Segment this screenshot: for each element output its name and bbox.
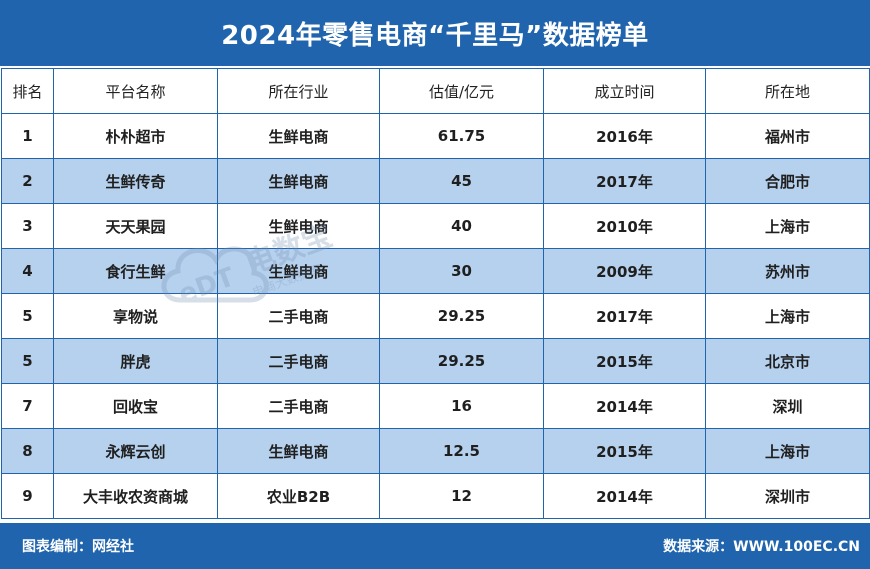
- cell-rank: 1: [1, 113, 54, 159]
- cell-rank: 9: [1, 473, 54, 519]
- footer-source: 数据来源：WWW.100EC.CN: [663, 539, 860, 555]
- footer-compiler: 图表编制：网经社: [22, 539, 134, 555]
- table-row: 7 回收宝 二手电商 16 2014年 深圳: [1, 383, 870, 429]
- cell-platform: 生鲜传奇: [53, 158, 218, 204]
- cell-location: 北京市: [705, 338, 870, 384]
- table-row: 2 生鲜传奇 生鲜电商 45 2017年 合肥市: [1, 158, 870, 204]
- column-header-location: 所在地: [705, 68, 870, 114]
- cell-valuation: 29.25: [379, 293, 544, 339]
- column-header-founded: 成立时间: [543, 68, 706, 114]
- table-row: 5 享物说 二手电商 29.25 2017年 上海市: [1, 293, 870, 339]
- cell-valuation: 29.25: [379, 338, 544, 384]
- header-bar: 2024年零售电商“千里马”数据榜单: [0, 0, 870, 66]
- cell-industry: 生鲜电商: [217, 113, 380, 159]
- cell-platform: 享物说: [53, 293, 218, 339]
- cell-rank: 5: [1, 338, 54, 384]
- page-title: 2024年零售电商“千里马”数据榜单: [221, 20, 649, 51]
- cell-founded: 2014年: [543, 383, 706, 429]
- table-row: 9 大丰收农资商城 农业B2B 12 2014年 深圳市: [1, 473, 870, 519]
- cell-industry: 生鲜电商: [217, 203, 380, 249]
- cell-industry: 二手电商: [217, 293, 380, 339]
- ranking-table: 排名 平台名称 所在行业 估值/亿元 成立时间 所在地 1 朴朴超市 生鲜电商 61.…: [1, 68, 870, 519]
- column-header-valuation: 估值/亿元: [379, 68, 544, 114]
- cell-location: 上海市: [705, 428, 870, 474]
- cell-valuation: 61.75: [379, 113, 544, 159]
- cell-founded: 2014年: [543, 473, 706, 519]
- cell-rank: 4: [1, 248, 54, 294]
- cell-platform: 胖虎: [53, 338, 218, 384]
- cell-location: 苏州市: [705, 248, 870, 294]
- cell-rank: 2: [1, 158, 54, 204]
- cell-industry: 生鲜电商: [217, 248, 380, 294]
- column-header-platform: 平台名称: [53, 68, 218, 114]
- cell-founded: 2009年: [543, 248, 706, 294]
- column-header-rank: 排名: [1, 68, 54, 114]
- table-row: 3 天天果园 生鲜电商 40 2010年 上海市: [1, 203, 870, 249]
- cell-industry: 生鲜电商: [217, 158, 380, 204]
- cell-rank: 3: [1, 203, 54, 249]
- table-row: 4 食行生鲜 生鲜电商 30 2009年 苏州市: [1, 248, 870, 294]
- table-header-row: 排名 平台名称 所在行业 估值/亿元 成立时间 所在地: [1, 68, 870, 114]
- cell-rank: 8: [1, 428, 54, 474]
- footer-bar: 图表编制：网经社 数据来源：WWW.100EC.CN: [0, 523, 870, 569]
- table-row: 5 胖虎 二手电商 29.25 2015年 北京市: [1, 338, 870, 384]
- cell-location: 深圳市: [705, 473, 870, 519]
- cell-platform: 大丰收农资商城: [53, 473, 218, 519]
- cell-platform: 回收宝: [53, 383, 218, 429]
- table-row: 1 朴朴超市 生鲜电商 61.75 2016年 福州市: [1, 113, 870, 159]
- cell-location: 上海市: [705, 293, 870, 339]
- cell-industry: 二手电商: [217, 383, 380, 429]
- cell-platform: 天天果园: [53, 203, 218, 249]
- cell-valuation: 40: [379, 203, 544, 249]
- cell-industry: 生鲜电商: [217, 428, 380, 474]
- cell-location: 合肥市: [705, 158, 870, 204]
- cell-rank: 7: [1, 383, 54, 429]
- cell-industry: 二手电商: [217, 338, 380, 384]
- cell-valuation: 30: [379, 248, 544, 294]
- cell-industry: 农业B2B: [217, 473, 380, 519]
- table-body: 1 朴朴超市 生鲜电商 61.75 2016年 福州市 2 生鲜传奇 生鲜电商 45 2017年 合肥…: [1, 113, 870, 519]
- cell-location: 福州市: [705, 113, 870, 159]
- cell-founded: 2017年: [543, 293, 706, 339]
- table-row: 8 永辉云创 生鲜电商 12.5 2015年 上海市: [1, 428, 870, 474]
- cell-founded: 2017年: [543, 158, 706, 204]
- cell-valuation: 12.5: [379, 428, 544, 474]
- cell-founded: 2015年: [543, 338, 706, 384]
- cell-founded: 2010年: [543, 203, 706, 249]
- cell-rank: 5: [1, 293, 54, 339]
- cell-platform: 朴朴超市: [53, 113, 218, 159]
- cell-location: 深圳: [705, 383, 870, 429]
- ranking-table-container: 排名 平台名称 所在行业 估值/亿元 成立时间 所在地 1 朴朴超市 生鲜电商 61.…: [0, 68, 870, 521]
- cell-valuation: 16: [379, 383, 544, 429]
- cell-valuation: 45: [379, 158, 544, 204]
- cell-platform: 食行生鲜: [53, 248, 218, 294]
- cell-founded: 2015年: [543, 428, 706, 474]
- cell-valuation: 12: [379, 473, 544, 519]
- cell-location: 上海市: [705, 203, 870, 249]
- cell-platform: 永辉云创: [53, 428, 218, 474]
- cell-founded: 2016年: [543, 113, 706, 159]
- column-header-industry: 所在行业: [217, 68, 380, 114]
